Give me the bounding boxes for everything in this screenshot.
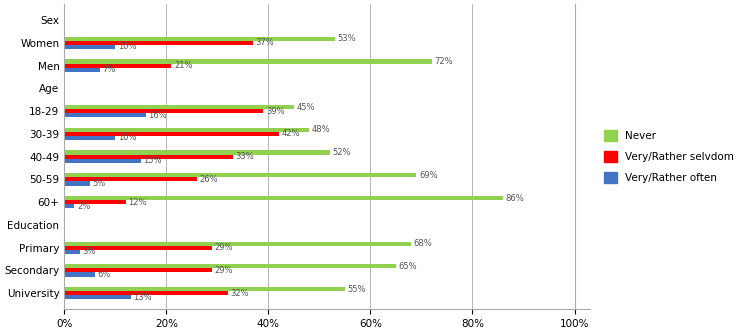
Text: 3%: 3% xyxy=(82,247,96,256)
Bar xyxy=(65,159,141,163)
Bar xyxy=(65,241,411,246)
Text: 29%: 29% xyxy=(215,243,233,252)
Bar xyxy=(65,291,227,295)
Text: 21%: 21% xyxy=(174,61,192,70)
Bar xyxy=(65,151,330,155)
Text: 37%: 37% xyxy=(256,38,274,47)
Bar xyxy=(65,177,197,181)
Bar xyxy=(65,196,503,200)
Bar xyxy=(65,272,95,277)
Text: 10%: 10% xyxy=(118,42,137,52)
Bar xyxy=(65,105,294,109)
Text: 16%: 16% xyxy=(149,111,167,120)
Text: 39%: 39% xyxy=(266,107,285,116)
Text: 26%: 26% xyxy=(199,175,218,184)
Text: 52%: 52% xyxy=(332,148,351,157)
Text: 32%: 32% xyxy=(230,289,249,298)
Text: 86%: 86% xyxy=(506,193,525,202)
Text: 69%: 69% xyxy=(419,171,438,180)
Bar xyxy=(65,181,90,185)
Bar xyxy=(65,287,345,291)
Text: 48%: 48% xyxy=(312,125,331,134)
Text: 65%: 65% xyxy=(398,262,417,271)
Text: 55%: 55% xyxy=(348,285,366,294)
Text: 5%: 5% xyxy=(92,179,106,188)
Bar xyxy=(65,246,212,250)
Text: 2%: 2% xyxy=(77,202,91,211)
Text: 13%: 13% xyxy=(133,293,152,302)
Text: 7%: 7% xyxy=(103,65,116,74)
Bar xyxy=(65,132,279,136)
Text: 42%: 42% xyxy=(281,130,299,139)
Bar xyxy=(65,295,131,299)
Text: 72%: 72% xyxy=(434,57,452,66)
Text: 10%: 10% xyxy=(118,134,137,143)
Text: 68%: 68% xyxy=(414,239,432,248)
Text: 53%: 53% xyxy=(337,34,356,43)
Bar xyxy=(65,136,115,140)
Text: 12%: 12% xyxy=(128,198,146,207)
Bar xyxy=(65,68,100,72)
Bar xyxy=(65,128,309,132)
Text: 6%: 6% xyxy=(97,270,111,279)
Bar xyxy=(65,60,432,64)
Text: 33%: 33% xyxy=(236,152,254,161)
Bar xyxy=(65,155,233,159)
Legend: Never, Very/Rather selvdom, Very/Rather often: Never, Very/Rather selvdom, Very/Rather … xyxy=(600,126,739,187)
Text: 45%: 45% xyxy=(296,103,315,112)
Bar xyxy=(65,64,172,68)
Bar xyxy=(65,45,115,49)
Text: 15%: 15% xyxy=(143,156,162,165)
Bar xyxy=(65,113,146,117)
Bar xyxy=(65,41,253,45)
Bar xyxy=(65,204,74,208)
Bar xyxy=(65,250,80,254)
Bar xyxy=(65,37,334,41)
Bar xyxy=(65,173,416,177)
Bar xyxy=(65,200,126,204)
Text: 29%: 29% xyxy=(215,266,233,275)
Bar xyxy=(65,109,263,113)
Bar xyxy=(65,268,212,272)
Bar xyxy=(65,264,396,268)
